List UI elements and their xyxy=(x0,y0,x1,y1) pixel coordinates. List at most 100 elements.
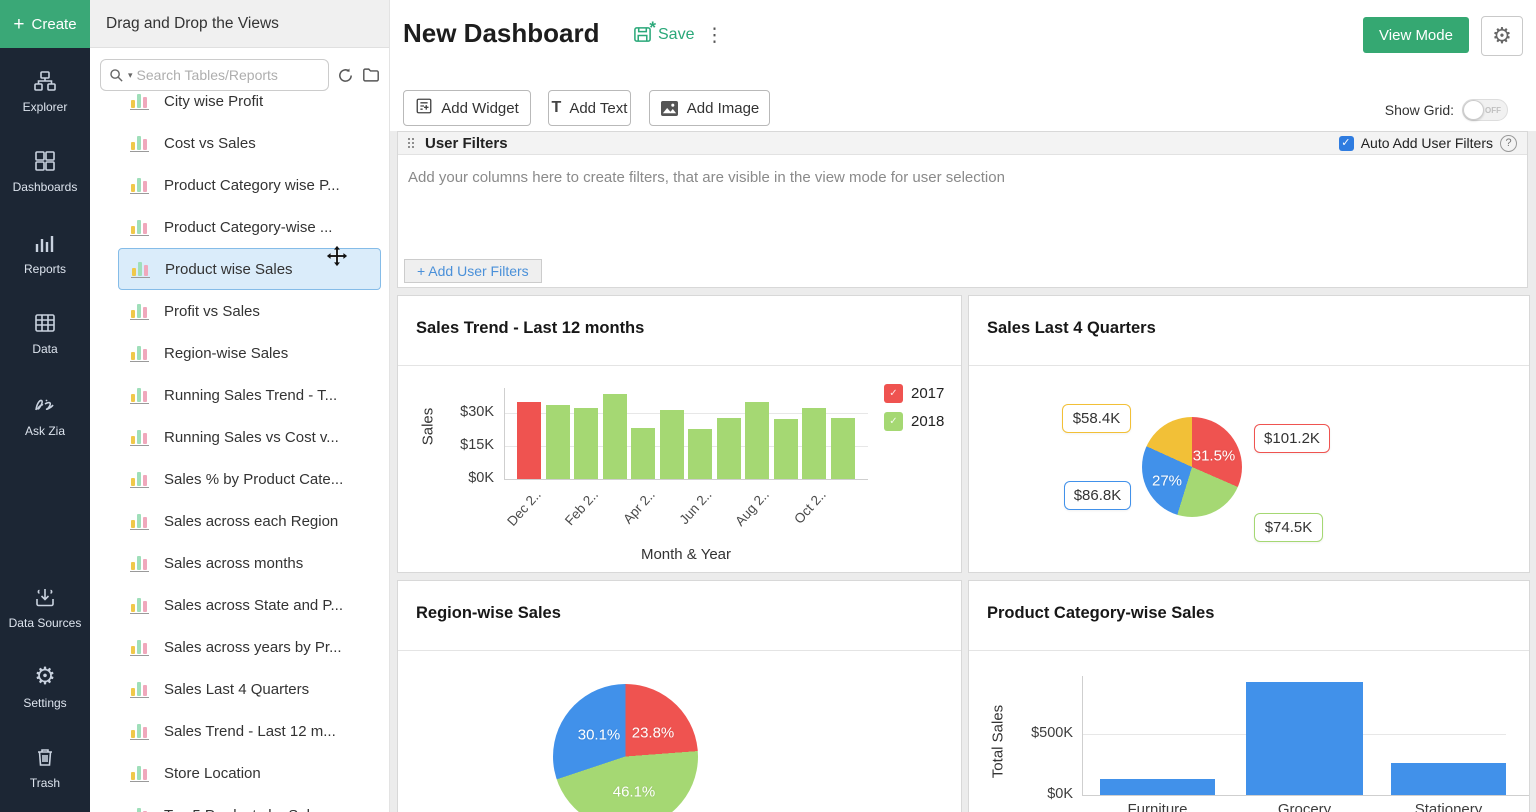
auto-add-user-filters-label: Auto Add User Filters xyxy=(1360,135,1493,151)
widget-sales-trend: Sales Trend - Last 12 months Sales Month… xyxy=(397,295,962,573)
views-list-item[interactable]: Top 5 Products by Sales xyxy=(90,794,389,812)
trash-icon xyxy=(32,744,58,770)
gridline xyxy=(504,413,868,414)
report-bar-icon xyxy=(130,133,150,153)
view-mode-button[interactable]: View Mode xyxy=(1363,17,1469,53)
add-widget-button[interactable]: Add Widget xyxy=(403,90,531,126)
x-tick-label: Apr 2.. xyxy=(620,487,659,527)
legend-item[interactable]: ✓ 2018 xyxy=(884,412,944,431)
zia-icon xyxy=(32,392,58,418)
search-filter-caret-icon[interactable]: ▾ xyxy=(128,69,133,80)
save-button[interactable]: Save xyxy=(633,18,694,44)
sidebar-item-trash[interactable]: Trash xyxy=(0,744,90,790)
sidebar-item-ask-zia[interactable]: Ask Zia xyxy=(0,392,90,438)
add-user-filters-button[interactable]: + Add User Filters xyxy=(404,259,542,283)
views-list-item-label: Sales Last 4 Quarters xyxy=(164,680,310,698)
views-list-item[interactable]: Sales Last 4 Quarters xyxy=(90,668,389,710)
x-tick-label: Feb 2.. xyxy=(561,487,602,529)
views-list-item[interactable]: Sales across years by Pr... xyxy=(90,626,389,668)
drag-handle-icon[interactable] xyxy=(408,138,417,148)
views-list-item[interactable]: Cost vs Sales xyxy=(90,122,389,164)
legend-swatch: ✓ xyxy=(884,412,903,431)
image-icon xyxy=(660,100,679,117)
sidebar-item-reports[interactable]: Reports xyxy=(0,230,90,276)
data-table-icon xyxy=(32,310,58,336)
views-list-item[interactable]: City wise Profit xyxy=(90,92,389,122)
page-title[interactable]: New Dashboard xyxy=(403,18,600,48)
views-list-item[interactable]: Sales Trend - Last 12 m... xyxy=(90,710,389,752)
pie-pct-label: 30.1% xyxy=(577,726,621,744)
help-icon[interactable]: ? xyxy=(1500,134,1517,152)
views-list-item[interactable]: Running Sales vs Cost v... xyxy=(90,416,389,458)
kebab-menu-icon[interactable]: ⋮ xyxy=(705,25,724,46)
views-list-item[interactable]: Sales across each Region xyxy=(90,500,389,542)
add-image-button[interactable]: Add Image xyxy=(649,90,770,126)
y-tick-label: $500K xyxy=(1031,724,1073,741)
sidebar-item-explorer[interactable]: Explorer xyxy=(0,68,90,114)
views-list-item[interactable]: Product Category wise P... xyxy=(90,164,389,206)
legend-item[interactable]: ✓ 2017 xyxy=(884,384,944,403)
search-icon[interactable] xyxy=(109,68,124,83)
main-area: New Dashboard Save ⋮ View Mode ⚙ Add Wid… xyxy=(390,0,1536,812)
x-category-label: Stationery xyxy=(1414,801,1483,812)
views-list-item-label: Sales across State and P... xyxy=(164,596,343,614)
views-list-item[interactable]: Product Category-wise ... xyxy=(90,206,389,248)
widget-title: Region-wise Sales xyxy=(416,604,561,622)
add-text-button[interactable]: T Add Text xyxy=(548,90,631,126)
sidebar-item-data-sources[interactable]: Data Sources xyxy=(0,584,90,630)
bar-feb-2018 xyxy=(574,407,598,479)
pie-callout: $74.5K xyxy=(1254,513,1323,542)
views-list-item[interactable]: Product wise Sales xyxy=(118,248,381,290)
gear-icon: ⚙ xyxy=(1492,23,1512,48)
x-category-label: Grocery xyxy=(1277,801,1332,812)
add-image-label: Add Image xyxy=(686,99,760,117)
views-list-item[interactable]: Sales across State and P... xyxy=(90,584,389,626)
sidebar-item-settings[interactable]: ⚙ Settings xyxy=(0,664,90,711)
create-label: Create xyxy=(31,15,77,33)
auto-add-user-filters-checkbox[interactable] xyxy=(1338,135,1354,151)
sidebar-item-label: Explorer xyxy=(22,100,68,114)
views-list-item[interactable]: Store Location xyxy=(90,752,389,794)
add-text-label: Add Text xyxy=(569,99,628,117)
widget-titlebar[interactable]: Sales Last 4 Quarters xyxy=(969,296,1529,366)
create-button[interactable]: + Create xyxy=(0,0,90,48)
views-list-item-label: City wise Profit xyxy=(164,92,264,110)
views-list-item[interactable]: Running Sales Trend - T... xyxy=(90,374,389,416)
sidebar-item-dashboards[interactable]: Dashboards xyxy=(0,148,90,194)
show-grid-label: Show Grid: xyxy=(1384,102,1454,118)
sidebar-item-data[interactable]: Data xyxy=(0,310,90,356)
legend-label: 2018 xyxy=(911,413,945,430)
pie-pct-label: 46.1% xyxy=(612,783,656,801)
bar-jul-2018 xyxy=(716,417,741,479)
views-list-item[interactable]: Sales across months xyxy=(90,542,389,584)
report-bar-icon xyxy=(130,679,150,699)
widget-titlebar[interactable]: Region-wise Sales xyxy=(398,581,961,651)
text-icon: T xyxy=(551,99,562,116)
pie-chart xyxy=(1142,417,1242,517)
show-grid-toggle[interactable]: OFF xyxy=(1462,99,1508,121)
views-list-item[interactable]: Sales % by Product Cate... xyxy=(90,458,389,500)
widget-titlebar[interactable]: Product Category-wise Sales xyxy=(969,581,1529,651)
sidebar-item-label: Dashboards xyxy=(12,180,78,194)
x-axis-title: Month & Year xyxy=(640,546,732,563)
views-list-item[interactable]: Profit vs Sales xyxy=(90,290,389,332)
folder-icon[interactable] xyxy=(361,65,381,85)
data-sources-icon xyxy=(32,584,58,610)
chart-product-category-sales: Total Sales $0K $500K Furniture Grocery Stat… xyxy=(969,651,1529,812)
save-icon xyxy=(633,18,656,44)
refresh-icon[interactable] xyxy=(335,65,355,85)
bar-apr-2018 xyxy=(631,427,655,479)
search-input[interactable] xyxy=(136,67,320,83)
widget-title: Product Category-wise Sales xyxy=(987,604,1215,622)
bar-nov-2018 xyxy=(830,417,855,479)
gridline xyxy=(504,446,868,447)
widget-titlebar[interactable]: Sales Trend - Last 12 months xyxy=(398,296,961,366)
dashboard-settings-button[interactable]: ⚙ xyxy=(1481,16,1523,56)
widget-title: Sales Last 4 Quarters xyxy=(987,319,1156,337)
views-list-item[interactable]: Region-wise Sales xyxy=(90,332,389,374)
x-category-label: Furniture xyxy=(1127,801,1188,812)
chart-region-wise-sales: 23.8%46.1%30.1%✓Central✓East✓West xyxy=(398,651,961,812)
widget-product-category-sales: Product Category-wise Sales Total Sales … xyxy=(968,580,1530,812)
bar-furniture xyxy=(1100,779,1215,795)
search-row: ▾ xyxy=(100,58,381,92)
